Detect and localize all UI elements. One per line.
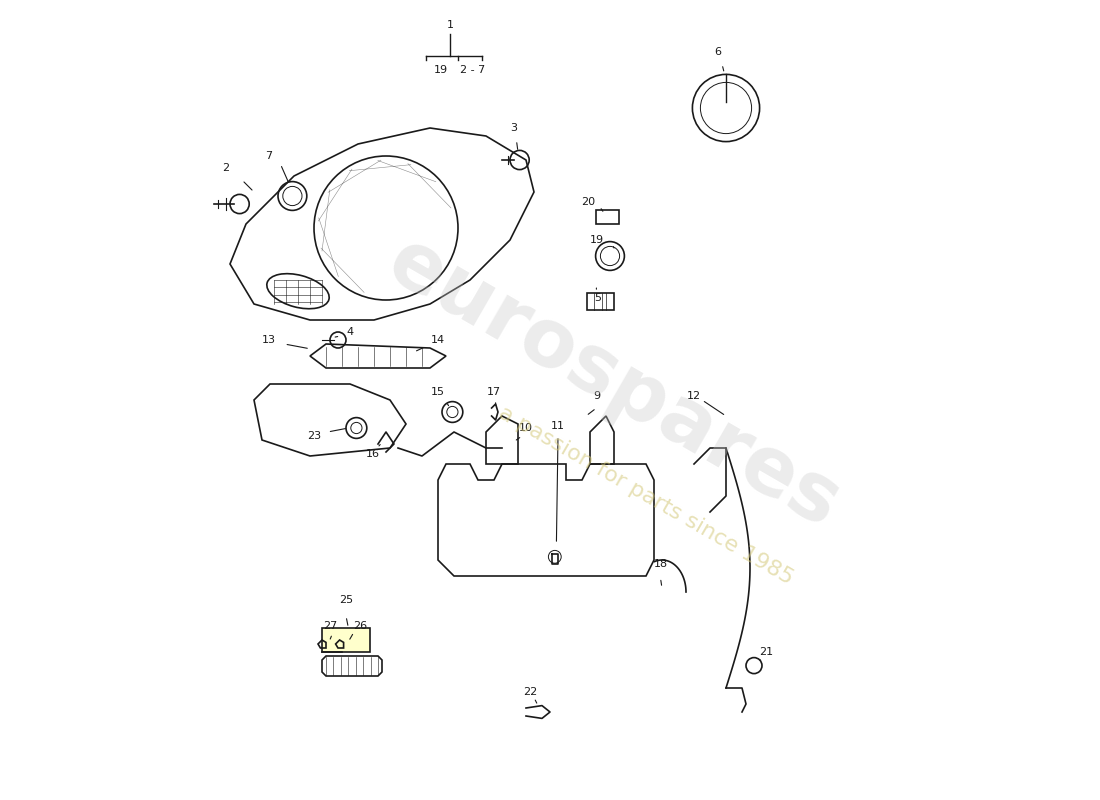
Text: 25: 25	[339, 595, 353, 605]
Text: 19: 19	[433, 65, 448, 74]
Text: 26: 26	[353, 621, 367, 630]
Text: 13: 13	[262, 335, 275, 345]
Text: 14: 14	[431, 335, 446, 345]
Text: 21: 21	[759, 647, 773, 657]
Text: 19: 19	[590, 235, 604, 245]
Text: 1: 1	[447, 20, 453, 30]
Bar	[586, 293, 614, 310]
Text: 16: 16	[365, 450, 380, 459]
Bar	[596, 210, 619, 224]
Text: 17: 17	[487, 387, 502, 397]
Text: 7: 7	[265, 151, 272, 161]
Text: 9: 9	[593, 391, 600, 401]
Text: 20: 20	[581, 197, 595, 206]
Text: 11: 11	[551, 421, 565, 430]
Text: 4: 4	[346, 327, 353, 337]
Text: eurospares: eurospares	[374, 223, 854, 545]
Text: 2 - 7: 2 - 7	[460, 65, 485, 74]
Text: 15: 15	[431, 387, 446, 397]
Text: 18: 18	[653, 559, 668, 569]
Text: 10: 10	[519, 423, 534, 433]
Text: 22: 22	[522, 687, 537, 697]
Text: 27: 27	[323, 621, 337, 630]
Text: 12: 12	[686, 391, 701, 401]
Text: a passion for parts since 1985: a passion for parts since 1985	[495, 403, 796, 589]
Text: 2: 2	[222, 163, 230, 173]
Text: 23: 23	[307, 431, 321, 441]
Text: 6: 6	[715, 47, 722, 57]
Bar	[322, 628, 370, 652]
Text: 3: 3	[510, 123, 517, 133]
Text: 5: 5	[594, 293, 602, 302]
